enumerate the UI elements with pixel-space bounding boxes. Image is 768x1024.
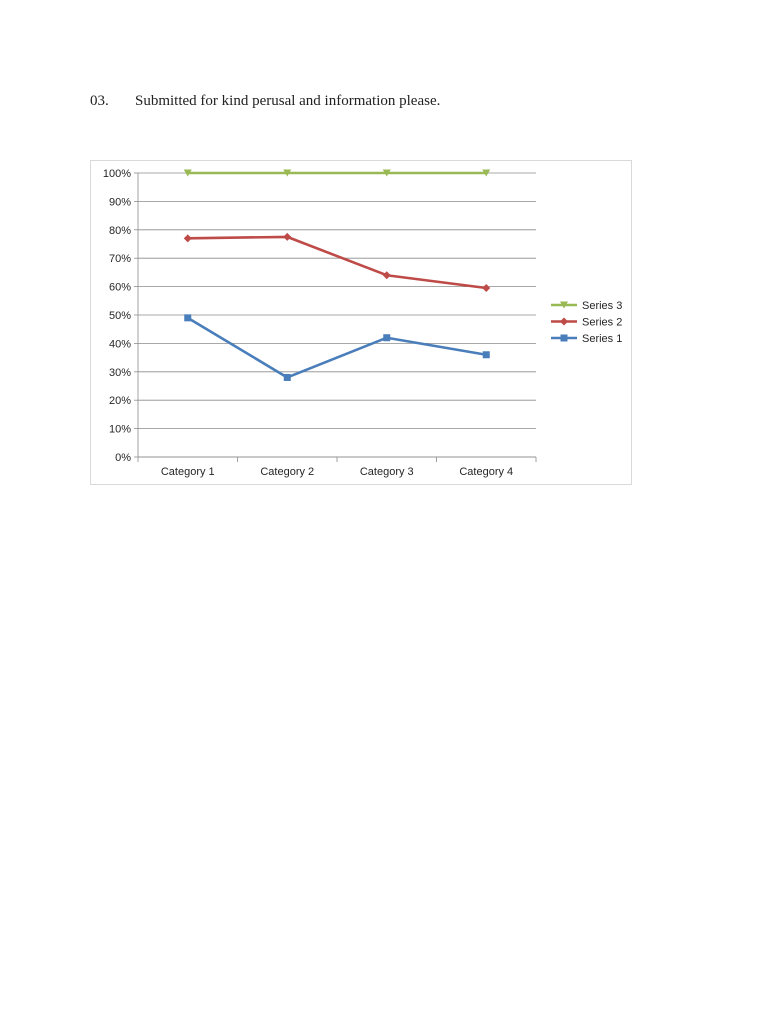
series-2-line <box>187 235 487 290</box>
series-2-point <box>382 271 391 280</box>
y-tick-label: 50% <box>109 310 131 322</box>
y-tick-label: 0% <box>115 452 131 464</box>
y-tick-label: 100% <box>103 168 131 180</box>
line-chart: 0% 10% 20% 30% 40% 50% 60% 70% 80% 90% 100% Categor… <box>90 160 632 485</box>
legend-label-series-3: Series 3 <box>582 300 622 312</box>
y-tick-label: 60% <box>109 282 131 294</box>
series-3-point <box>283 169 292 177</box>
legend-label-series-1: Series 1 <box>582 333 622 345</box>
legend-marker-series-3 <box>560 301 568 309</box>
y-tick-label: 20% <box>109 395 131 407</box>
y-tick-label: 70% <box>109 253 131 265</box>
legend-marker-series-2 <box>560 317 568 326</box>
series-3-point <box>183 169 192 177</box>
y-tick-label: 10% <box>109 424 131 436</box>
series-3-point <box>382 169 391 177</box>
item-text: Submitted for kind perusal and informati… <box>135 93 441 109</box>
x-tick-label: Category 3 <box>360 466 414 478</box>
y-tick-label: 40% <box>109 338 131 350</box>
legend-label-series-2: Series 2 <box>582 317 622 329</box>
x-tick-label: Category 1 <box>161 466 215 478</box>
y-tick-label: 80% <box>109 225 131 237</box>
y-tick-label: 90% <box>109 196 131 208</box>
series-1-line <box>187 316 487 379</box>
chart-canvas: 0% 10% 20% 30% 40% 50% 60% 70% 80% 90% 100% Categor… <box>103 168 623 478</box>
x-tick-label: Category 4 <box>459 466 513 478</box>
series-1-point <box>283 373 291 381</box>
series-1-point <box>482 351 490 359</box>
y-tick-label: 30% <box>109 367 131 379</box>
series-3-point <box>482 169 491 177</box>
x-tick-label: Category 2 <box>260 466 314 478</box>
series-1-point <box>184 314 192 322</box>
series-2-point <box>183 234 192 243</box>
item-number: 03. <box>90 93 109 109</box>
series-1-point <box>383 334 391 342</box>
legend-marker-series-1 <box>560 334 568 342</box>
series-2-point <box>283 232 292 241</box>
series-2-point <box>482 284 491 293</box>
